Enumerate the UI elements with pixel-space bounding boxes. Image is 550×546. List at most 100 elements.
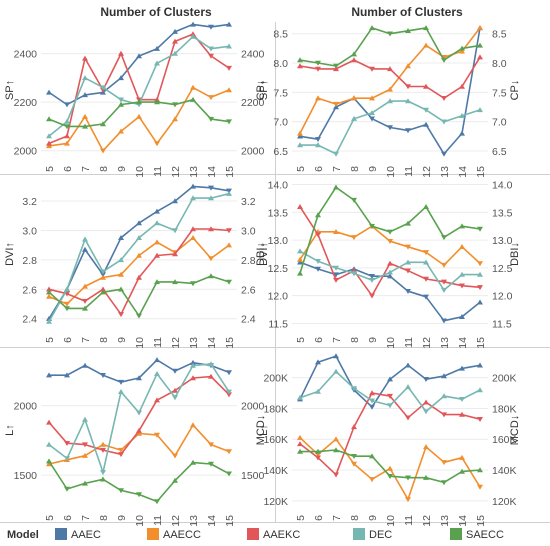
data-point-aaekc — [226, 392, 232, 398]
data-point-saecc — [477, 467, 483, 473]
x-tick-label: 7 — [331, 337, 343, 343]
data-point-aaec — [459, 314, 465, 319]
y-tick-label-left: 200K — [263, 373, 288, 385]
data-point-saecc — [405, 475, 411, 481]
x-tick-label: 6 — [313, 166, 325, 172]
data-point-aaecc — [100, 148, 106, 154]
data-point-dec — [459, 113, 465, 118]
x-tick-label: 15 — [224, 515, 236, 527]
data-point-saecc — [136, 492, 142, 498]
data-point-saecc — [387, 31, 393, 37]
data-point-aaecc — [333, 101, 339, 107]
data-point-dec — [64, 118, 70, 124]
data-point-aaec — [154, 208, 160, 214]
data-point-saecc — [208, 273, 214, 279]
x-tick-label: 5 — [44, 166, 56, 172]
data-point-dec — [118, 389, 124, 394]
data-point-dec — [369, 398, 375, 404]
data-point-aaec — [118, 379, 124, 385]
data-point-saecc — [136, 99, 142, 105]
y-axis-label-right: L↑ — [258, 424, 270, 436]
data-point-aaecc — [351, 95, 357, 101]
data-point-aaekc — [459, 83, 465, 89]
x-tick-label: 11 — [403, 337, 415, 348]
data-point-saecc — [136, 313, 142, 319]
x-tick-label: 12 — [421, 337, 433, 349]
data-point-aaecc — [405, 497, 411, 503]
data-point-dec — [477, 271, 483, 277]
data-point-aaec — [64, 102, 70, 108]
x-tick-label: 5 — [295, 515, 307, 521]
data-point-aaekc — [405, 268, 411, 274]
data-point-aaec — [154, 357, 160, 363]
data-point-aaekc — [226, 65, 232, 71]
panel-dbi: 11.5 11.5 12.0 12.0 12.5 12.5 13.0 13.0 13.5 13.5… — [255, 180, 521, 349]
data-point-dec — [82, 75, 88, 81]
data-point-saecc — [351, 197, 357, 203]
data-point-saecc — [315, 448, 321, 454]
y-tick-label-right: 180K — [492, 403, 517, 415]
data-point-dec — [100, 269, 106, 275]
legend-swatch-dec — [353, 528, 365, 540]
data-point-aaekc — [82, 298, 88, 304]
x-tick-label: 13 — [188, 515, 200, 527]
data-point-aaec — [136, 53, 142, 59]
x-tick-label: 9 — [116, 337, 128, 343]
data-point-dec — [387, 269, 393, 275]
data-point-aaecc — [297, 256, 303, 262]
data-point-aaekc — [315, 232, 321, 238]
data-point-aaec — [315, 137, 321, 142]
x-tick-label: 14 — [457, 515, 469, 527]
data-point-dec — [190, 362, 196, 368]
y-tick-label-left: 7.0 — [273, 117, 288, 129]
x-tick-label: 9 — [367, 337, 379, 343]
legend-swatch-aaec — [55, 528, 67, 540]
legend-label-aaekc: AAEKC — [263, 529, 300, 541]
y-tick-label-right: 6.5 — [492, 146, 507, 158]
data-point-aaecc — [100, 274, 106, 280]
x-tick-label: 15 — [224, 337, 236, 349]
data-point-aaec — [226, 370, 232, 376]
y-axis-label-right: DBI↓ — [509, 242, 521, 266]
data-point-aaec — [477, 362, 483, 368]
data-point-saecc — [369, 453, 375, 459]
data-point-saecc — [459, 45, 465, 51]
data-point-aaekc — [351, 424, 357, 430]
data-point-dec — [477, 387, 483, 393]
data-point-dec — [118, 257, 124, 263]
data-point-aaec — [405, 128, 411, 134]
data-point-aaec — [423, 377, 429, 382]
data-point-saecc — [100, 476, 106, 482]
data-point-saecc — [387, 474, 393, 479]
data-point-aaekc — [82, 55, 88, 61]
data-point-dec — [226, 190, 232, 196]
data-point-aaekc — [208, 226, 214, 232]
data-point-saecc — [459, 223, 465, 229]
data-point-aaecc — [190, 235, 196, 240]
y-axis-label-left: DBI↓ — [255, 242, 267, 266]
data-point-saecc — [423, 474, 429, 480]
data-point-dec — [64, 286, 70, 292]
data-point-saecc — [190, 281, 196, 287]
data-point-aaekc — [64, 133, 70, 139]
y-tick-label-left: 1500 — [14, 470, 38, 482]
data-point-saecc — [82, 480, 88, 486]
data-point-saecc — [172, 279, 178, 285]
data-point-dec — [172, 50, 178, 56]
data-point-aaecc — [333, 436, 339, 442]
legend-swatch-saecc — [450, 528, 462, 540]
y-tick-label-right: 120K — [492, 496, 517, 508]
data-point-saecc — [226, 279, 232, 285]
series-line-dec — [48, 35, 230, 137]
data-point-saecc — [190, 96, 196, 102]
data-point-aaec — [405, 289, 411, 294]
x-tick-label: 8 — [349, 515, 361, 521]
data-point-aaec — [190, 21, 196, 27]
data-point-aaecc — [423, 42, 429, 48]
x-tick-label: 7 — [331, 166, 343, 172]
data-point-aaekc — [369, 66, 375, 72]
data-point-saecc — [477, 42, 483, 48]
legend: Model AAEC AAECC AAEKC DEC SAECC — [7, 528, 504, 541]
data-point-aaec — [387, 273, 393, 279]
data-point-aaecc — [297, 130, 303, 136]
